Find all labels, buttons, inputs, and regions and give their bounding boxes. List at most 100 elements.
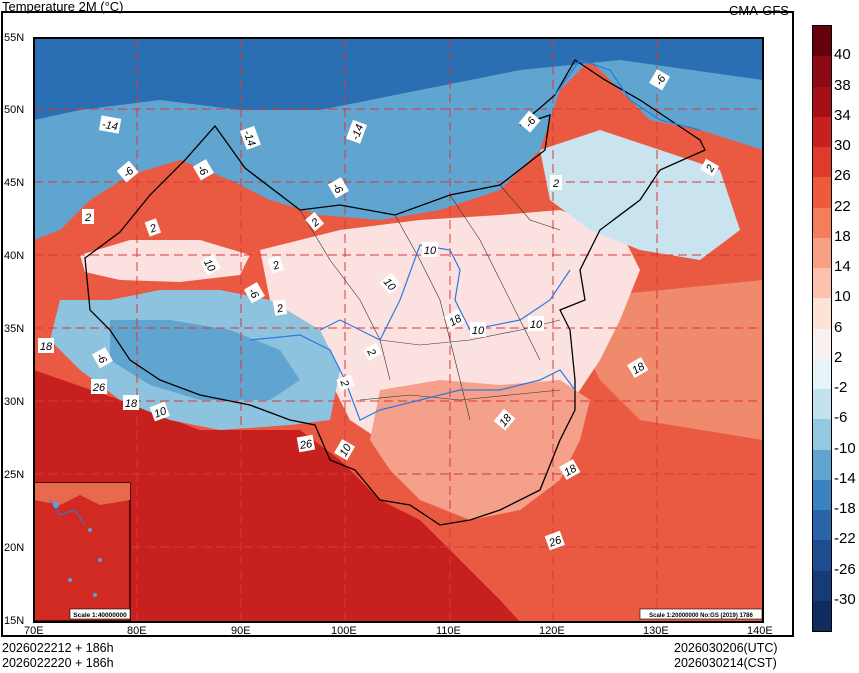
init-time-cst: 2026022220 + 186h — [2, 656, 114, 670]
contour-label: 26 — [544, 530, 565, 551]
colorbar-swatch — [813, 177, 831, 208]
inset-scale-box — [69, 608, 131, 620]
svg-text:10: 10 — [153, 405, 169, 421]
contour-label: -14 — [346, 119, 367, 144]
svg-text:2: 2 — [147, 222, 158, 236]
contour-label: -6 — [327, 177, 349, 199]
colorbar-label: -14 — [834, 469, 856, 487]
contour-label: 10 — [422, 242, 438, 257]
svg-text:2: 2 — [275, 303, 284, 316]
colorbar-label: -26 — [834, 560, 856, 578]
inset-scale: Scale 1:40000000 — [73, 612, 127, 619]
lon-label: 110E — [436, 625, 461, 637]
svg-text:-14: -14 — [101, 119, 119, 134]
colorbar-swatch — [813, 540, 831, 571]
colorbar-swatch — [813, 268, 831, 299]
colorbar-swatch — [813, 389, 831, 420]
contour-label: 10 — [528, 316, 544, 331]
contour-label: 2 — [305, 212, 325, 232]
outer-frame — [1, 11, 794, 637]
colorbar-swatch — [813, 26, 831, 57]
lat-label: 25N — [4, 469, 25, 481]
svg-text:2: 2 — [552, 178, 559, 190]
lon-label: 120E — [539, 625, 565, 637]
contour-label: 2 — [362, 342, 382, 361]
svg-text:18: 18 — [40, 341, 53, 353]
contour-label: 2 — [272, 299, 288, 316]
colorbar-label: 40 — [834, 46, 851, 64]
colorbar-label: -6 — [834, 409, 848, 427]
init-time-utc: 2026022212 + 186h — [2, 641, 114, 655]
colorbar-swatch — [813, 207, 831, 238]
lon-label: 90E — [231, 625, 251, 637]
svg-text:2: 2 — [84, 212, 91, 224]
contour-label: 18 — [444, 309, 466, 331]
colorbar-swatch — [813, 116, 831, 147]
contour-label: -6 — [649, 69, 671, 91]
contour-label: -14 — [98, 115, 122, 134]
colorbar-swatch — [813, 449, 831, 480]
svg-text:-14: -14 — [350, 123, 367, 142]
svg-text:10: 10 — [530, 319, 543, 331]
colorbar-label: 14 — [834, 258, 851, 275]
contour-label: -6 — [243, 282, 265, 304]
china-border — [84, 59, 706, 526]
colorbar-swatch — [813, 298, 831, 329]
contour-label: 18 — [123, 395, 139, 410]
lat-label: 35N — [4, 323, 25, 335]
colorbar-label: -10 — [834, 439, 856, 457]
south-china-warm — [370, 380, 590, 520]
inset-islands — [53, 502, 102, 597]
colorbar-swatch — [813, 600, 831, 631]
main-scale: Scale 1:20000000 No:GS (2019) 1786 — [649, 613, 753, 619]
colorbar-label: -22 — [834, 530, 856, 548]
svg-text:10: 10 — [472, 325, 485, 337]
rivers — [249, 59, 701, 421]
map-frame — [33, 37, 764, 623]
contour-label: 2 — [700, 158, 720, 177]
colorbar-label: 26 — [834, 167, 851, 185]
colorbar-swatch — [813, 358, 831, 389]
colorbar-swatch — [813, 86, 831, 117]
grid-lines — [34, 38, 763, 622]
lat-label: 55N — [4, 32, 25, 44]
lon-label: 70E — [24, 625, 44, 637]
lon-label: 130E — [643, 625, 669, 637]
inset-frame — [33, 482, 131, 622]
contour-label: 26 — [91, 379, 107, 394]
lat-label: 50N — [4, 104, 25, 116]
svg-text:26: 26 — [547, 534, 564, 550]
colorbar-label: 10 — [834, 288, 851, 306]
colorbar-label: -2 — [834, 379, 848, 396]
colorbar-label: 30 — [834, 137, 851, 154]
contour-label: -6 — [518, 110, 541, 133]
svg-text:26: 26 — [298, 438, 314, 452]
contour-label: 18 — [559, 459, 581, 481]
colorbar-label: 34 — [834, 106, 851, 124]
lat-label: 40N — [4, 250, 25, 262]
contour-label: 2 — [267, 255, 285, 274]
contour-label: -6 — [91, 347, 113, 369]
contour-label: 10 — [334, 439, 356, 461]
contour-label: 10 — [470, 322, 486, 337]
colorbar-swatch — [813, 56, 831, 87]
colorbar-label: 22 — [834, 197, 851, 215]
colorbar-label: -30 — [834, 590, 856, 608]
valid-time-utc: 2026030206(UTC) — [674, 641, 778, 655]
colorbar-swatch — [813, 419, 831, 450]
colorbar-label: 2 — [834, 348, 843, 366]
siberia-cold-core — [34, 38, 763, 120]
svg-text:2: 2 — [270, 259, 281, 273]
northeast-transition — [540, 130, 740, 260]
contour-label: 18 — [38, 338, 54, 353]
valid-time-cst: 2026030214(CST) — [674, 656, 777, 670]
svg-text:26: 26 — [92, 382, 106, 394]
colorbar — [812, 25, 832, 632]
svg-text:-14: -14 — [241, 129, 258, 148]
colorbar-label: 38 — [834, 76, 851, 94]
chart-title: Temperature 2M (°C) — [2, 0, 124, 14]
colorbar-swatch — [813, 479, 831, 510]
contour-label: 26 — [296, 434, 316, 453]
colorbar-swatch — [813, 328, 831, 359]
